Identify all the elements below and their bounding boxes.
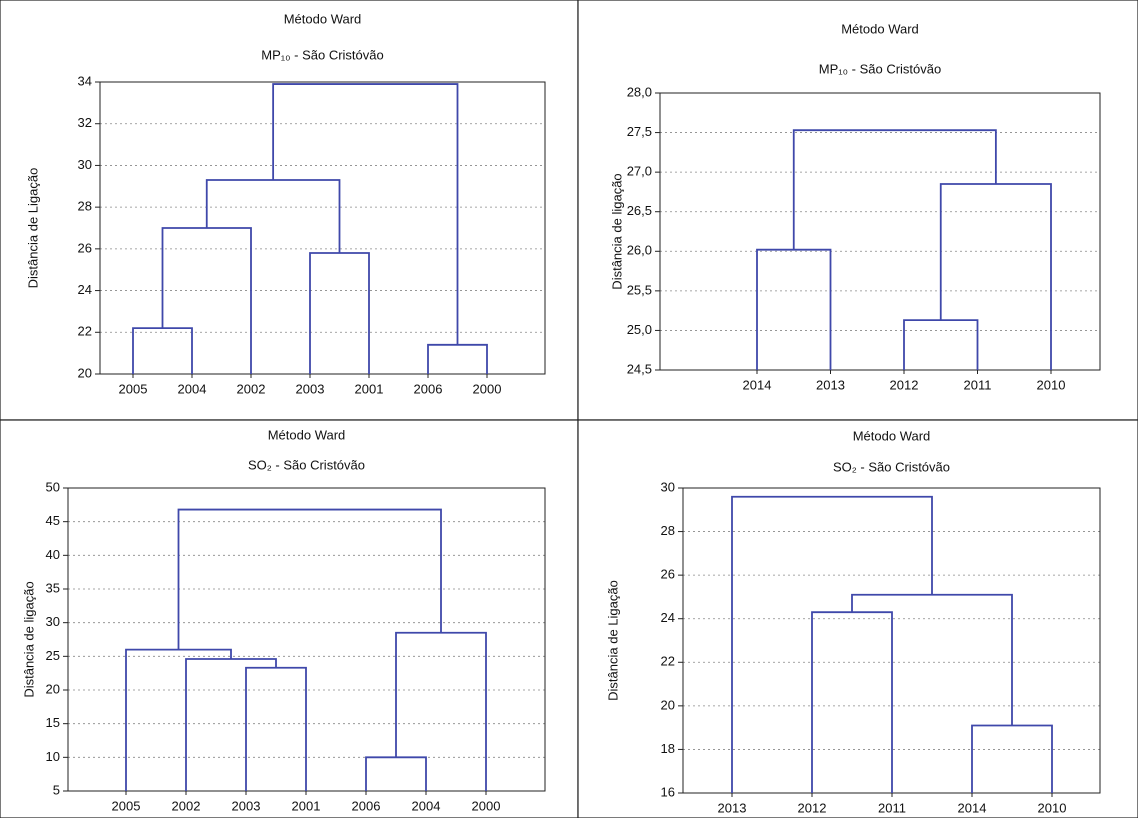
- dendrogram-link: [177, 508, 442, 650]
- x-tick-label: 2004: [178, 381, 207, 396]
- y-tick-label: 24,5: [627, 361, 652, 376]
- dendrogram-link: [395, 631, 487, 791]
- y-tick-label: 34: [78, 73, 92, 88]
- chart-title: Método Ward: [853, 428, 931, 443]
- chart-title: Método Ward: [841, 21, 919, 36]
- y-tick-label: 30: [78, 157, 92, 172]
- y-axis-label: Distância de ligação: [609, 173, 624, 289]
- panel: [577, 0, 1138, 421]
- y-axis-label: Distância de Ligação: [605, 580, 620, 701]
- chart-title: Método Ward: [268, 427, 346, 442]
- y-tick-label: 26,5: [627, 203, 652, 218]
- y-tick-label: 20: [78, 365, 92, 380]
- y-tick-label: 18: [661, 741, 675, 756]
- chart-title: Método Ward: [284, 11, 362, 26]
- y-tick-label: 26: [78, 240, 92, 255]
- y-tick-label: 22: [78, 324, 92, 339]
- dendrogram-link: [756, 248, 832, 370]
- y-tick-label: 15: [46, 715, 60, 730]
- dendrogram-link: [272, 83, 459, 345]
- x-tick-label: 2013: [718, 800, 747, 815]
- x-tick-label: 2000: [473, 381, 502, 396]
- x-tick-label: 2005: [112, 798, 141, 813]
- y-tick-label: 24: [78, 282, 92, 297]
- x-tick-label: 2004: [412, 798, 441, 813]
- y-tick-label: 27,5: [627, 124, 652, 139]
- x-tick-label: 2001: [292, 798, 321, 813]
- x-tick-label: 2013: [816, 377, 845, 392]
- x-tick-label: 2001: [355, 381, 384, 396]
- panel: [0, 0, 579, 421]
- x-tick-label: 2000: [472, 798, 501, 813]
- dendrogram-link: [309, 252, 370, 374]
- chart-subtitle: MP₁₀ - São Cristóvão: [819, 61, 941, 76]
- y-tick-label: 5: [53, 782, 60, 797]
- y-tick-label: 22: [661, 654, 675, 669]
- chart-subtitle: SO₂ - São Cristóvão: [833, 459, 950, 474]
- y-tick-label: 28,0: [627, 84, 652, 99]
- y-tick-label: 25,0: [627, 322, 652, 337]
- y-tick-label: 20: [661, 697, 675, 712]
- x-tick-label: 2014: [958, 800, 987, 815]
- x-tick-label: 2002: [172, 798, 201, 813]
- x-tick-label: 2012: [798, 800, 827, 815]
- y-tick-label: 24: [661, 610, 675, 625]
- x-tick-label: 2010: [1037, 377, 1066, 392]
- y-tick-label: 26: [661, 567, 675, 582]
- y-tick-label: 30: [46, 614, 60, 629]
- plot-frame: [659, 92, 1101, 371]
- dendrogram-link: [811, 611, 893, 793]
- y-tick-label: 45: [46, 513, 60, 528]
- panel: [0, 419, 579, 818]
- y-axis-label: Distância de Ligação: [25, 168, 40, 289]
- dendrogram-link: [731, 495, 933, 793]
- chart-subtitle: SO₂ - São Cristóvão: [248, 457, 365, 472]
- y-tick-label: 28: [78, 199, 92, 214]
- y-tick-label: 26,0: [627, 243, 652, 258]
- x-tick-label: 2014: [743, 377, 772, 392]
- chart-subtitle: MP₁₀ - São Cristóvão: [261, 47, 383, 62]
- y-tick-label: 25,5: [627, 282, 652, 297]
- dendrogram-link: [792, 129, 997, 250]
- y-tick-label: 30: [661, 479, 675, 494]
- x-tick-label: 2006: [414, 381, 443, 396]
- x-tick-label: 2002: [237, 381, 266, 396]
- x-tick-label: 2011: [878, 800, 906, 815]
- y-tick-label: 20: [46, 681, 60, 696]
- y-tick-label: 28: [661, 523, 675, 538]
- y-tick-label: 35: [46, 580, 60, 595]
- y-tick-label: 40: [46, 547, 60, 562]
- y-tick-label: 16: [661, 784, 675, 799]
- y-tick-label: 25: [46, 648, 60, 663]
- x-tick-label: 2012: [890, 377, 919, 392]
- x-tick-label: 2005: [119, 381, 148, 396]
- y-axis-label: Distância de ligação: [21, 581, 36, 697]
- x-tick-label: 2003: [232, 798, 261, 813]
- x-tick-label: 2003: [296, 381, 325, 396]
- x-tick-label: 2011: [964, 377, 992, 392]
- y-tick-label: 27,0: [627, 164, 652, 179]
- x-tick-label: 2010: [1038, 800, 1067, 815]
- x-tick-label: 2006: [352, 798, 381, 813]
- y-tick-label: 32: [78, 115, 92, 130]
- plot-frame: [99, 81, 546, 375]
- dendrogram-link: [185, 658, 277, 791]
- dendrogram-link: [205, 179, 341, 254]
- y-tick-label: 10: [46, 749, 60, 764]
- y-tick-label: 50: [46, 479, 60, 494]
